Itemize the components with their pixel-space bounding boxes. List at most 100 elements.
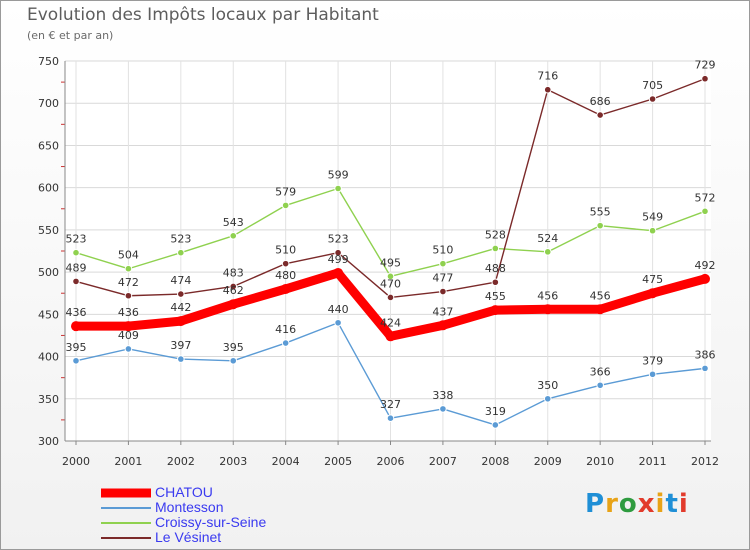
data-label-montesson: 395 — [223, 341, 244, 354]
data-label-chatou: 455 — [485, 290, 506, 303]
data-point-le-vesinet — [229, 282, 238, 291]
data-point-chatou — [123, 321, 134, 332]
data-label-croissy-sur-seine: 543 — [223, 216, 244, 229]
data-point-montesson — [648, 370, 657, 379]
plot-area — [65, 61, 711, 441]
x-tick-label: 2003 — [219, 455, 247, 468]
data-point-croissy-sur-seine — [177, 248, 185, 257]
logo-letter: i — [678, 489, 689, 519]
data-label-chatou: 475 — [642, 273, 663, 286]
data-label-chatou: 424 — [380, 316, 401, 329]
y-tick-label: 300 — [38, 435, 59, 448]
data-point-montesson — [701, 364, 709, 373]
data-point-croissy-sur-seine — [439, 259, 447, 268]
data-label-montesson: 319 — [485, 405, 506, 418]
data-label-montesson: 395 — [66, 341, 87, 354]
x-tick-label: 2004 — [272, 455, 300, 468]
x-tick-label: 2000 — [62, 455, 90, 468]
data-point-le-vesinet — [177, 290, 185, 298]
logo-letter: i — [655, 489, 666, 519]
data-point-chatou — [595, 304, 606, 315]
data-label-croissy-sur-seine: 555 — [590, 206, 611, 219]
data-label-chatou: 456 — [590, 289, 611, 302]
logo-letter: P — [585, 489, 606, 519]
legend-swatch — [101, 521, 151, 524]
legend-item-le-vesinet: Le Vésinet — [101, 529, 341, 545]
x-tick-label: 2002 — [167, 455, 195, 468]
data-label-le-vesinet: 474 — [170, 274, 191, 287]
data-point-croissy-sur-seine — [491, 244, 500, 253]
data-point-montesson — [177, 355, 185, 363]
x-tick-label: 2012 — [691, 455, 719, 468]
data-label-montesson: 366 — [590, 365, 611, 378]
data-point-le-vesinet — [386, 293, 395, 302]
data-point-croissy-sur-seine — [229, 232, 238, 240]
data-label-le-vesinet: 510 — [275, 244, 296, 257]
y-tick-label: 500 — [38, 266, 59, 279]
data-point-chatou — [71, 321, 81, 332]
legend: CHATOU Montesson Croissy-sur-Seine Le Vésin… — [101, 484, 341, 545]
data-label-chatou: 442 — [170, 301, 191, 314]
data-label-chatou: 436 — [66, 306, 87, 319]
data-label-croissy-sur-seine: 510 — [432, 244, 453, 257]
x-tick-label: 2006 — [377, 455, 405, 468]
legend-swatch — [101, 506, 151, 509]
data-label-croissy-sur-seine: 524 — [537, 232, 558, 245]
data-label-le-vesinet: 705 — [642, 79, 663, 92]
data-point-montesson — [491, 421, 500, 429]
data-label-croissy-sur-seine: 523 — [66, 233, 87, 246]
data-point-chatou — [228, 299, 239, 310]
data-label-croissy-sur-seine: 549 — [642, 211, 663, 224]
data-point-chatou — [647, 288, 658, 299]
logo-letter: o — [618, 489, 638, 519]
data-point-le-vesinet — [124, 291, 133, 300]
legend-swatch — [101, 488, 151, 497]
data-point-le-vesinet — [701, 74, 709, 83]
x-tick-label: 2009 — [534, 455, 562, 468]
data-point-montesson — [596, 381, 604, 390]
data-point-montesson — [334, 318, 342, 327]
data-label-croissy-sur-seine: 579 — [275, 185, 296, 198]
data-point-croissy-sur-seine — [334, 184, 342, 193]
data-point-montesson — [439, 405, 447, 413]
y-tick-label: 350 — [38, 393, 59, 406]
data-point-montesson — [543, 394, 552, 403]
data-label-croissy-sur-seine: 599 — [328, 169, 349, 182]
data-label-montesson: 397 — [170, 339, 191, 352]
data-label-le-vesinet: 488 — [485, 262, 506, 275]
data-label-croissy-sur-seine: 523 — [170, 233, 191, 246]
data-label-le-vesinet: 686 — [590, 95, 611, 108]
logo-letter: t — [665, 489, 679, 519]
data-point-le-vesinet — [596, 111, 604, 119]
x-tick-label: 2008 — [481, 455, 509, 468]
x-tick-label: 2007 — [429, 455, 457, 468]
data-label-le-vesinet: 716 — [537, 70, 558, 83]
data-point-montesson — [229, 356, 238, 365]
y-tick-label: 750 — [38, 55, 59, 68]
data-label-le-vesinet: 523 — [328, 233, 349, 246]
x-tick-label: 2001 — [114, 455, 142, 468]
data-point-croissy-sur-seine — [543, 248, 552, 256]
x-tick-label: 2011 — [639, 455, 667, 468]
data-point-le-vesinet — [281, 259, 290, 268]
data-point-chatou — [542, 304, 553, 315]
y-tick-label: 700 — [38, 97, 59, 110]
data-point-croissy-sur-seine — [124, 264, 133, 273]
legend-label: CHATOU — [155, 484, 213, 500]
data-label-le-vesinet: 477 — [432, 272, 453, 285]
data-label-chatou: 480 — [275, 269, 296, 282]
data-label-chatou: 456 — [537, 289, 558, 302]
data-point-montesson — [386, 414, 395, 423]
y-tick-label: 550 — [38, 224, 59, 237]
x-tick-label: 2005 — [324, 455, 352, 468]
logo-letter: r — [605, 489, 619, 519]
data-label-chatou: 437 — [432, 305, 453, 318]
data-point-croissy-sur-seine — [72, 248, 80, 257]
data-label-croissy-sur-seine: 528 — [485, 228, 506, 241]
data-point-le-vesinet — [491, 278, 500, 287]
data-label-chatou: 492 — [695, 259, 716, 272]
legend-item-montesson: Montesson — [101, 499, 341, 515]
data-label-montesson: 350 — [537, 379, 558, 392]
y-tick-label: 600 — [38, 182, 59, 195]
